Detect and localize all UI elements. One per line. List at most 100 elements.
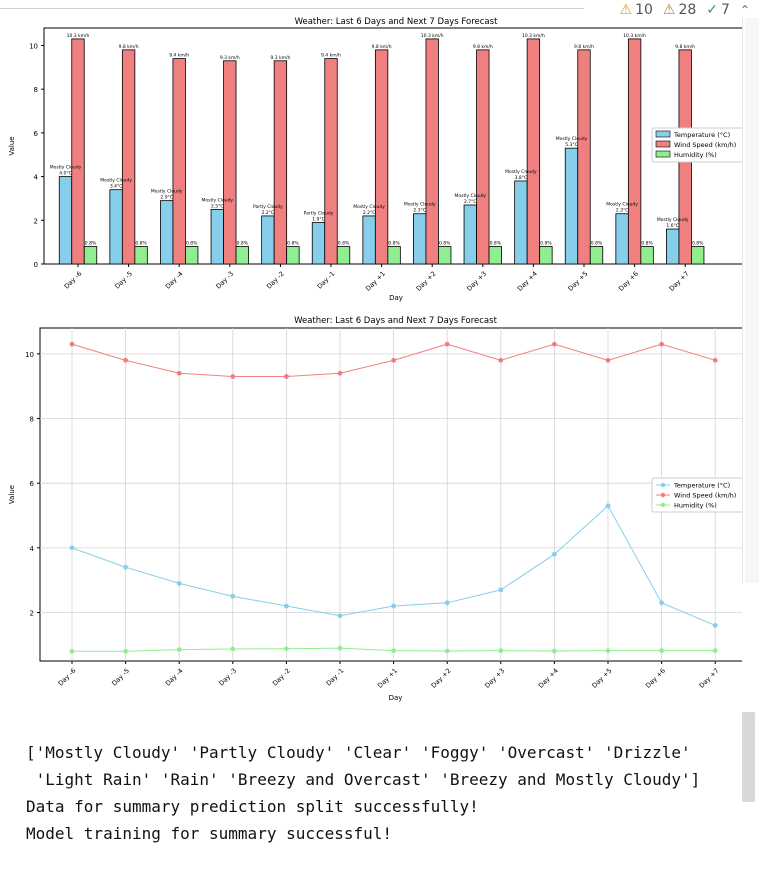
inspection-widget[interactable]: ⚠ 10 ⚠ 28 ✓ 7 ⌃ bbox=[620, 0, 751, 20]
data-label: 2.5°C bbox=[211, 203, 224, 209]
legend-swatch bbox=[655, 140, 671, 148]
data-point bbox=[284, 603, 289, 609]
summary-label: Mostly Cloudy bbox=[100, 178, 132, 184]
data-point bbox=[391, 648, 396, 654]
bar bbox=[463, 204, 477, 265]
data-point bbox=[69, 545, 75, 551]
data-point bbox=[605, 503, 611, 509]
output-scrollbar-top[interactable] bbox=[742, 18, 761, 583]
console-line: 'Light Rain' 'Rain' 'Breezy and Overcast… bbox=[26, 770, 701, 789]
data-point bbox=[712, 648, 718, 654]
bar bbox=[235, 246, 249, 265]
data-label: 2.2°C bbox=[262, 210, 275, 216]
data-point bbox=[176, 647, 182, 653]
scrollbar-thumb[interactable] bbox=[745, 18, 759, 583]
data-label: 9.4 km/h bbox=[169, 53, 189, 59]
data-label: 9.3 km/h bbox=[270, 55, 290, 61]
warning-badge[interactable]: ⚠ 10 bbox=[620, 2, 653, 18]
ok-badge[interactable]: ✓ 7 bbox=[706, 2, 730, 18]
data-label: 0.8% bbox=[338, 241, 350, 247]
chart-title: Weather: Last 6 Days and Next 7 Days For… bbox=[294, 316, 497, 326]
data-label: 2.3°C bbox=[413, 208, 426, 214]
legend-label: Temperature (°C) bbox=[673, 482, 730, 490]
data-point bbox=[444, 341, 450, 347]
data-label: 0.8% bbox=[540, 241, 552, 247]
data-label: 0.8% bbox=[641, 241, 653, 247]
x-tick-label: Day -1 bbox=[316, 270, 337, 291]
y-axis-label: Value bbox=[8, 485, 16, 504]
data-label: 10.3 km/h bbox=[623, 33, 646, 39]
x-tick-label: Day -4 bbox=[164, 270, 185, 291]
x-tick-label: Day +5 bbox=[590, 667, 613, 690]
line-chart: Weather: Last 6 Days and Next 7 Days For… bbox=[8, 316, 742, 702]
x-tick-label: Day +3 bbox=[465, 270, 488, 293]
legend-marker bbox=[660, 502, 666, 508]
data-label: 0.8% bbox=[591, 241, 603, 247]
x-tick-label: Day +7 bbox=[698, 667, 721, 690]
weak-warning-count: 28 bbox=[678, 2, 697, 18]
summary-label: Mostly Cloudy bbox=[404, 202, 436, 208]
bar bbox=[311, 222, 326, 265]
x-tick-label: Day -6 bbox=[63, 270, 84, 291]
bar bbox=[438, 246, 452, 265]
summary-label: Mostly Cloudy bbox=[201, 197, 233, 203]
data-label: 2.3°C bbox=[616, 208, 629, 214]
data-label: 9.8 km/h bbox=[574, 44, 594, 50]
legend-marker bbox=[660, 482, 666, 488]
data-label: 9.4 km/h bbox=[321, 53, 341, 59]
data-point bbox=[123, 357, 128, 363]
data-label: 10.3 km/h bbox=[67, 33, 90, 39]
bar bbox=[615, 213, 629, 265]
bar bbox=[160, 200, 174, 265]
bar bbox=[362, 215, 376, 265]
warning-count: 10 bbox=[635, 2, 653, 18]
summary-label: Mostly Cloudy bbox=[50, 165, 82, 171]
editor-top-bar: ⚠ 10 ⚠ 28 ✓ 7 ⌃ bbox=[0, 0, 762, 22]
x-tick-label: Day +2 bbox=[415, 270, 438, 293]
data-label: 2.9°C bbox=[160, 195, 173, 201]
bar bbox=[413, 213, 427, 265]
data-point bbox=[69, 648, 75, 654]
bar bbox=[577, 49, 591, 265]
bar bbox=[589, 246, 604, 265]
data-point bbox=[230, 646, 236, 652]
data-label: 9.8 km/h bbox=[119, 44, 139, 50]
data-point bbox=[712, 357, 718, 363]
data-label: 0.8% bbox=[439, 241, 451, 247]
ok-count: 7 bbox=[721, 2, 730, 18]
data-label: 10.3 km/h bbox=[522, 33, 545, 39]
x-tick-label: Day +1 bbox=[364, 270, 387, 293]
data-label: 4.0°C bbox=[59, 171, 72, 177]
output-scrollbar-thumb[interactable] bbox=[742, 712, 755, 802]
x-tick-label: Day +5 bbox=[566, 270, 589, 293]
data-label: 0.8% bbox=[388, 241, 400, 247]
y-tick-label: 0 bbox=[34, 261, 38, 269]
data-point bbox=[337, 613, 343, 619]
legend-label: Wind Speed (km/h) bbox=[674, 492, 736, 500]
bar bbox=[526, 38, 541, 265]
bar bbox=[71, 38, 85, 265]
bar-chart: Weather: Last 6 Days and Next 7 Days For… bbox=[8, 17, 742, 302]
legend-label: Temperature (°C) bbox=[673, 131, 730, 139]
legend-swatch bbox=[655, 130, 671, 138]
data-point bbox=[498, 648, 504, 654]
x-tick-label: Day -3 bbox=[217, 667, 238, 688]
x-tick-label: Day -1 bbox=[325, 667, 346, 688]
x-tick-label: Day +1 bbox=[376, 667, 399, 690]
console-line: Data for summary prediction split succes… bbox=[26, 797, 479, 816]
bar bbox=[691, 246, 705, 265]
weak-warning-badge[interactable]: ⚠ 28 bbox=[663, 2, 696, 18]
data-point bbox=[123, 564, 128, 570]
x-tick-label: Day +2 bbox=[430, 667, 453, 690]
checkmark-icon: ✓ bbox=[706, 2, 719, 18]
summary-label: Mostly Cloudy bbox=[353, 204, 385, 210]
warning-icon: ⚠ bbox=[619, 2, 633, 18]
data-label: 5.3°C bbox=[565, 142, 578, 148]
data-label: 0.8% bbox=[85, 241, 97, 247]
plot-area bbox=[39, 327, 742, 662]
data-point bbox=[123, 648, 128, 654]
chevron-up-icon[interactable]: ⌃ bbox=[739, 3, 750, 17]
bar bbox=[564, 147, 579, 265]
data-point bbox=[659, 341, 664, 347]
y-tick-label: 2 bbox=[30, 610, 34, 618]
